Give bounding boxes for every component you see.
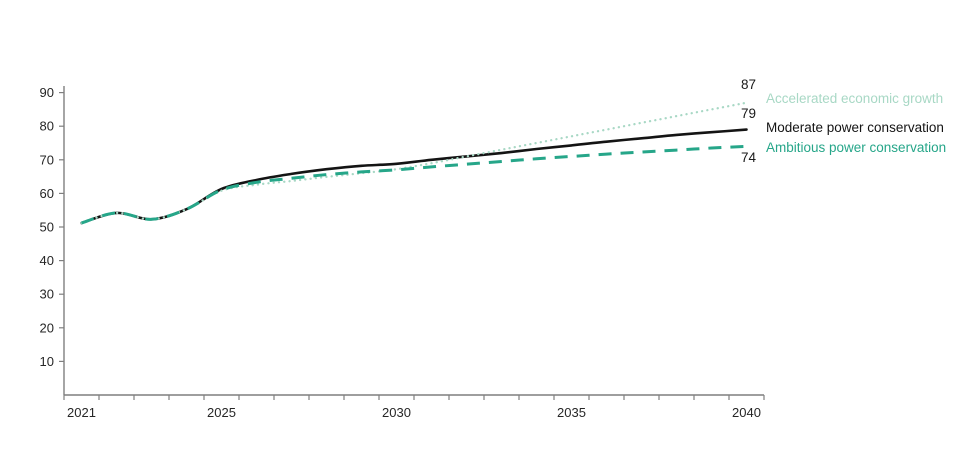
x-tick-label: 2035 (557, 405, 586, 420)
y-tick-label: 50 (40, 220, 54, 235)
y-tick-label: 10 (40, 354, 54, 369)
legend-moderate-power-conservation: Moderate power conservation (766, 120, 944, 135)
x-tick-label: 2040 (732, 405, 761, 420)
y-tick-label: 40 (40, 253, 54, 268)
series-layer (80, 101, 748, 225)
y-tick-label: 80 (40, 119, 54, 134)
y-tick-label: 90 (40, 85, 54, 100)
end-value-moderate: 79 (740, 106, 756, 121)
legend-ambitious-power-conservation: Ambitious power conservation (766, 140, 947, 155)
x-tick-label: 2030 (382, 405, 411, 420)
y-tick-label: 30 (40, 287, 54, 302)
x-tick-label: 2021 (67, 405, 96, 420)
legend-accelerated-economic-growth: Accelerated economic growth (766, 91, 944, 106)
y-tick-label: 20 (40, 320, 54, 335)
x-tick-label: 2025 (207, 405, 236, 420)
y-tick-label: 70 (40, 152, 54, 167)
end-value-ambitious: 74 (740, 150, 756, 165)
y-tick-label: 60 (40, 186, 54, 201)
series-line-dashed (81, 144, 747, 225)
end-value-accelerated: 87 (740, 77, 756, 92)
series-line-solid (80, 128, 748, 225)
